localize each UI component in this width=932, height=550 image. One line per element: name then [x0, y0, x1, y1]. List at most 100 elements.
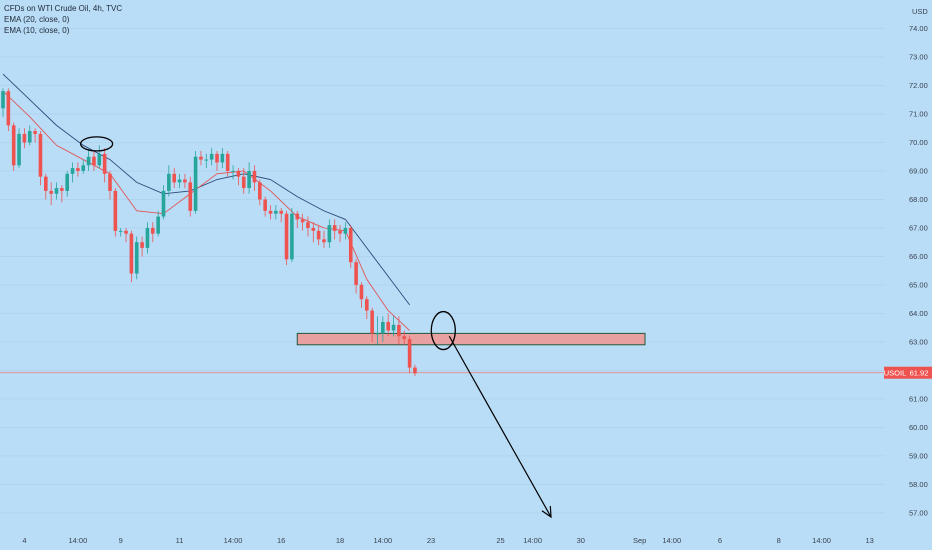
- candle-body: [140, 242, 144, 248]
- time-tick-label: 14:00: [812, 536, 831, 545]
- price-tick-label: 74.00: [909, 24, 928, 33]
- price-tick-label: 66.00: [909, 252, 928, 261]
- candle: [177, 173, 182, 189]
- candle-body: [27, 131, 32, 143]
- candle-body: [151, 227, 155, 234]
- candle: [97, 145, 102, 169]
- candle: [27, 125, 32, 146]
- price-tag-value: 61.92: [910, 368, 929, 377]
- price-tick-label: 65.00: [909, 280, 928, 289]
- candle-body: [124, 230, 128, 234]
- candle-body: [113, 190, 118, 231]
- candle-body: [316, 230, 321, 240]
- candle: [204, 153, 209, 169]
- candle-body: [322, 239, 326, 243]
- candle: [375, 316, 380, 345]
- legend-ema20[interactable]: EMA (20, close, 0): [4, 15, 70, 24]
- candle-body: [118, 230, 123, 232]
- price-axis[interactable]: 57.0058.0059.0060.0061.0062.0063.0064.00…: [909, 24, 928, 517]
- candle-body: [33, 131, 37, 134]
- candle-body: [268, 210, 273, 214]
- candle: [108, 170, 112, 200]
- candle-body: [102, 153, 107, 174]
- forecast-arrow-head: [541, 505, 552, 519]
- candle-body: [215, 153, 219, 163]
- candle-body: [279, 210, 283, 214]
- candle-body: [381, 321, 385, 334]
- candle-body: [54, 188, 59, 194]
- candle: [22, 128, 27, 149]
- candle-body: [413, 367, 417, 374]
- candle: [140, 236, 144, 257]
- legend-title[interactable]: CFDs on WTI Crude Oil, 4h, TVC: [4, 4, 123, 13]
- candle: [134, 236, 139, 280]
- price-tick-label: 69.00: [909, 166, 928, 175]
- price-tick-label: 61.00: [909, 394, 928, 403]
- candle: [247, 162, 251, 194]
- candle: [391, 316, 396, 337]
- candle: [65, 170, 69, 197]
- legend-ema10[interactable]: EMA (10, close, 0): [4, 26, 70, 35]
- candle-body: [11, 125, 16, 166]
- candle: [338, 225, 342, 243]
- candle: [86, 148, 91, 171]
- candle: [6, 88, 11, 132]
- candle-body: [92, 156, 96, 166]
- price-tick-label: 64.00: [909, 309, 928, 318]
- time-tick-label: 6: [718, 536, 722, 545]
- candle-body: [6, 91, 11, 126]
- candle: [188, 176, 193, 217]
- candle-body: [295, 213, 300, 220]
- candle-body: [97, 153, 102, 166]
- candle-body: [183, 179, 187, 183]
- candle-body: [86, 156, 91, 166]
- time-tick-label: 14:00: [523, 536, 542, 545]
- time-tick-label: 14:00: [373, 536, 392, 545]
- candle: [183, 173, 187, 189]
- price-tick-label: 59.00: [909, 451, 928, 460]
- candle: [102, 148, 107, 183]
- time-tick-label: 11: [176, 536, 184, 545]
- time-tick-label: 14:00: [69, 536, 88, 545]
- candle-body: [44, 176, 48, 191]
- candle: [381, 316, 385, 342]
- candle-body: [290, 213, 294, 260]
- time-tick-label: 25: [496, 536, 504, 545]
- candle: [161, 185, 166, 220]
- candle-body: [247, 170, 251, 189]
- ema-lines: [2, 73, 410, 331]
- candle-body: [311, 227, 316, 231]
- time-axis[interactable]: 4 14:00 9 11 14:00 16 18 14:00 23 25 14:00 30 Sep 14:…: [22, 536, 874, 545]
- candle-body: [49, 190, 53, 194]
- candle: [365, 296, 369, 320]
- candle: [316, 225, 321, 246]
- time-tick-label: 8: [777, 536, 781, 545]
- candle-body: [209, 153, 214, 160]
- candle-body: [300, 219, 305, 223]
- time-tick-label: 18: [336, 536, 344, 545]
- candles: [1, 88, 417, 377]
- candle: [92, 151, 96, 171]
- candle-body: [108, 173, 112, 191]
- candle-body: [167, 173, 171, 191]
- candle: [33, 128, 37, 143]
- candle: [407, 336, 412, 374]
- candle: [60, 185, 64, 203]
- candle: [209, 148, 214, 166]
- candle-body: [65, 173, 69, 191]
- candle-body: [338, 230, 342, 234]
- candle-body: [156, 216, 160, 234]
- highlight-circle: [430, 310, 456, 351]
- candle-body: [220, 153, 225, 163]
- candle-body: [343, 227, 348, 234]
- candle: [274, 205, 278, 220]
- candle: [327, 219, 332, 248]
- support-zone-rect: [296, 332, 646, 346]
- candle: [241, 168, 246, 194]
- candle: [386, 313, 390, 337]
- candle-body: [204, 159, 209, 161]
- candle-body: [241, 176, 246, 189]
- price-tick-label: 72.00: [909, 81, 928, 90]
- candle-body: [375, 333, 380, 335]
